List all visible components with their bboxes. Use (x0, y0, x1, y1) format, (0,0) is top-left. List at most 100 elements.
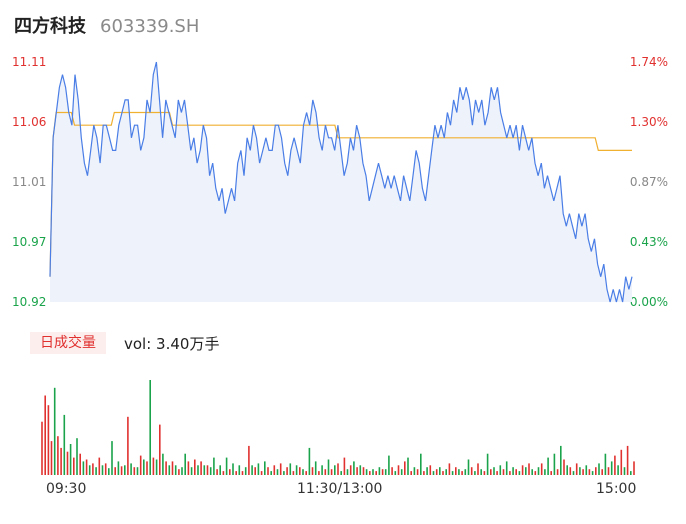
time-label-midday: 11:30/13:00 (297, 481, 383, 497)
volume-bar (44, 395, 46, 475)
volume-bar (302, 469, 304, 475)
volume-bar (496, 471, 498, 475)
volume-bar (159, 424, 161, 475)
volume-bar (420, 453, 422, 475)
volume-bar (515, 469, 517, 475)
volume-bar (216, 469, 218, 475)
volume-bar (283, 471, 285, 475)
volume-bar (464, 469, 467, 475)
price-label-4: 10.92 (12, 295, 47, 309)
volume-bar (127, 416, 129, 475)
volume-bar (235, 471, 237, 475)
volume-bar (124, 465, 126, 475)
volume-bar (187, 461, 190, 475)
volume-bar (429, 465, 432, 475)
volume-bar (595, 467, 597, 475)
volume-bar (279, 463, 282, 475)
volume-bar (60, 447, 62, 475)
volume-bar (518, 471, 521, 475)
volume-bar (404, 461, 406, 475)
volume-bar (544, 469, 546, 475)
volume-bar (591, 471, 594, 475)
volume-bar (69, 444, 72, 475)
volume-bar (604, 453, 607, 475)
volume-bar (136, 467, 139, 475)
volume-bar (575, 463, 578, 475)
percent-label-0: 1.74% (629, 55, 668, 69)
volume-bar (248, 445, 250, 475)
volume-bar (76, 438, 78, 475)
volume-bar (178, 469, 180, 475)
volume-bar (378, 467, 381, 475)
volume-bar (560, 445, 562, 475)
volume-bar (439, 467, 441, 475)
volume-bar (384, 469, 387, 475)
volume-bar (610, 461, 613, 475)
volume-bar (241, 471, 244, 475)
volume-bar (334, 465, 336, 475)
volume-bar (343, 457, 346, 475)
volume-bar (381, 469, 384, 475)
volume-bar (41, 421, 43, 475)
volume-bar (365, 469, 368, 475)
volume-bar (181, 467, 183, 475)
volume-bar (531, 469, 533, 475)
volume-bar (588, 469, 591, 475)
volume-bar (165, 461, 167, 475)
volume-bar (566, 465, 568, 475)
volume-bar (445, 469, 447, 475)
volume-bar (203, 465, 206, 475)
volume-bar (528, 463, 530, 475)
volume-bar (209, 467, 212, 475)
volume-bar (149, 380, 151, 475)
volume-bar (143, 459, 145, 475)
volume-bar (260, 471, 263, 475)
volume-bar (206, 465, 209, 475)
volume-bar (197, 465, 199, 475)
volume-bar (349, 465, 352, 475)
volume-bar (184, 453, 186, 475)
volume-bar (295, 465, 298, 475)
volume-bar (388, 455, 390, 475)
volume-bar (108, 468, 110, 475)
volume-bar (550, 471, 552, 475)
price-line (49, 61, 633, 303)
volume-bar (509, 471, 511, 475)
volume-bar (152, 457, 155, 475)
volume-bar (410, 471, 412, 475)
volume-bar (98, 457, 101, 475)
volume-bar (626, 445, 629, 475)
volume-bar (369, 471, 371, 475)
volume-bar (467, 459, 470, 475)
volume-bar (155, 459, 158, 475)
percent-label-1: 1.30% (629, 115, 668, 129)
volume-bar (534, 471, 537, 475)
volume-bar (130, 463, 132, 475)
volume-bar (362, 467, 365, 475)
volume-bar (630, 471, 632, 475)
price-label-2: 11.01 (12, 175, 47, 189)
volume-bar (314, 461, 317, 475)
volume-bar (168, 465, 171, 475)
volume-bar (63, 414, 66, 475)
volume-bar (305, 471, 307, 475)
volume-bar (327, 459, 330, 475)
volume-bar (139, 455, 142, 475)
volume-bar (477, 463, 479, 475)
volume-bar (585, 465, 588, 475)
volume-bar (146, 461, 148, 475)
percent-label-3: 0.43% (629, 235, 668, 249)
volume-bar (92, 463, 94, 475)
volume-bar (267, 467, 269, 475)
volume-bar (512, 467, 514, 475)
percent-label-2: 0.87% (629, 175, 668, 189)
volume-bar (356, 467, 358, 475)
volume-bar (276, 469, 279, 475)
volume-bar (171, 461, 174, 475)
volume-bar (416, 469, 419, 475)
volume-bar (225, 457, 228, 475)
volume-bar (432, 471, 435, 475)
volume-bar (620, 449, 623, 475)
volume-value: vol: 3.40万手 (124, 334, 220, 353)
